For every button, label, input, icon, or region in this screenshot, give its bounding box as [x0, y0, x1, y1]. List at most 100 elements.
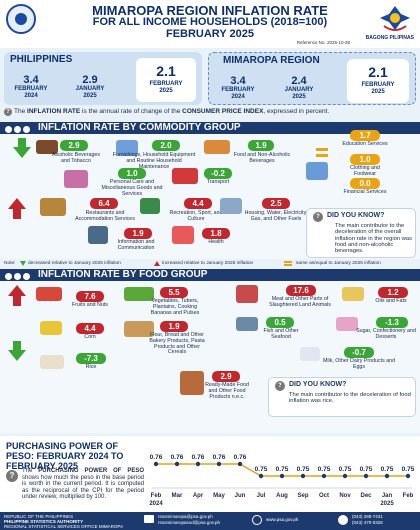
data-point [195, 461, 201, 467]
data-label: 0.76 [171, 454, 184, 461]
fish-icon [236, 317, 258, 331]
commodity-section: 2.9 Alcoholic Beverages and Tobacco 2.0 … [0, 130, 420, 259]
food-label: Flour, Bread and Other Bakery Products, … [149, 332, 205, 356]
food-section: 7.6 Fruits and Nuts 5.5 Vegetables, Tube… [0, 281, 420, 433]
up-arrow-stem [13, 209, 21, 219]
question-icon: ? [275, 381, 285, 391]
data-point [363, 473, 369, 479]
data-label: 0.75 [360, 466, 373, 473]
globe-icon [252, 515, 262, 525]
commodity-label: Education Services [342, 141, 388, 147]
food-heading: INFLATION RATE BY FOOD GROUP [0, 269, 420, 281]
data-label: 0.76 [150, 454, 163, 461]
tick-label: Dec [360, 493, 372, 499]
footer: REPUBLIC OF THE PHILIPPINES PHILIPPINE S… [0, 512, 420, 530]
psa-seal-icon [6, 4, 36, 34]
commodity-label: Housing, Water, Electricity, Gas, and Ot… [244, 210, 308, 222]
food-label: Fruits and Nuts [72, 302, 108, 308]
data-label: 0.75 [402, 466, 415, 473]
tick-label: Apr [193, 493, 204, 499]
milk-eggs-icon [300, 347, 320, 361]
philippines-panel: PHILIPPINES 3.4 FEBRUARY 2024 2.9 JANUAR… [4, 52, 202, 105]
ph-feb-2024: 3.4 FEBRUARY 2024 [14, 74, 48, 99]
sugar-icon [336, 317, 358, 331]
subtitle: FOR ALL INCOME HOUSEHOLDS (2018=100) [92, 16, 328, 28]
data-point [153, 461, 159, 467]
ready-made-food-icon [180, 371, 204, 395]
food-label: Sugar, Confectionery and Desserts [356, 328, 416, 340]
commodity-value: 1.8 [202, 228, 230, 239]
data-label: 0.76 [213, 454, 226, 461]
data-point [279, 473, 285, 479]
data-point [237, 461, 243, 467]
purchasing-power-description: The PURCHASING POWER OF PESO shows how m… [22, 468, 145, 501]
health-icon [172, 226, 194, 244]
ph-jan-2025: 2.9 JANUARY 2025 [75, 74, 105, 99]
commodity-label: Personal Care and Miscellaneous Goods an… [101, 179, 163, 197]
oils-icon [342, 287, 364, 301]
data-label: 0.75 [276, 466, 289, 473]
commodity-value: -0.2 [204, 168, 232, 179]
data-label: 0.76 [192, 454, 205, 461]
data-label: 0.76 [234, 454, 247, 461]
food-value: -7.3 [76, 353, 106, 364]
commodity-label: Transport [206, 179, 230, 185]
food-did-you-know: ? DID YOU KNOW? The main contributor to … [268, 377, 416, 417]
food-value: 5.5 [160, 287, 188, 298]
data-point [258, 473, 264, 479]
food-label: Fish and Other Seafood [263, 328, 299, 340]
data-label: 0.75 [255, 466, 268, 473]
corn-icon [40, 321, 62, 335]
food-label: Rice [85, 364, 97, 370]
recreation-icon [140, 198, 160, 214]
commodity-value: 1.7 [350, 130, 380, 141]
tick-label: Feb [403, 493, 414, 499]
commodity-value: 1.9 [124, 228, 152, 239]
food-label: Meat and Other Parts of Slaughtered Land… [269, 296, 331, 308]
data-point [216, 461, 222, 467]
housing-utilities-icon [220, 198, 242, 214]
up-arrow-icon [8, 198, 26, 209]
mim-feb-2025: 2.1 FEBRUARY 2025 [347, 59, 409, 103]
dots-decoration [5, 125, 32, 137]
website-link[interactable]: www.psa.gov.ph [266, 517, 299, 522]
main-title: MIMAROPA REGION INFLATION RATE [92, 3, 328, 18]
mimaropa-heading: MIMAROPA REGION [223, 55, 320, 66]
tick-label: Jun [235, 493, 246, 499]
commodity-value: 6.4 [90, 198, 118, 209]
personal-care-icon [64, 170, 88, 188]
data-label: 0.75 [297, 466, 310, 473]
education-icon [306, 162, 328, 180]
tick-label: Nov [339, 493, 351, 499]
commodity-value: 1.0 [118, 168, 146, 179]
legend-equal-icon [284, 261, 292, 266]
down-arrow-stem [13, 341, 21, 351]
dyk-title: DID YOU KNOW? [327, 212, 385, 219]
commodity-label: Health [208, 239, 224, 245]
commodity-label: Food and Non-Alcoholic Beverages [233, 152, 291, 164]
tick-label: Sep [297, 493, 308, 499]
food-value: 7.6 [76, 291, 104, 302]
tick-label: Feb [151, 493, 162, 499]
commodity-label: Furnishings, Household Equipment and Rou… [112, 152, 196, 170]
alcohol-tobacco-icon [36, 140, 58, 154]
dyk-text: The main contributor to the deceleration… [289, 392, 411, 405]
restaurant-icon [40, 198, 66, 216]
commodity-value: 2.9 [60, 140, 88, 151]
food-icon [204, 140, 230, 154]
tick-sublabel: 2025 [380, 501, 394, 507]
down-arrow-stem [18, 138, 26, 148]
food-value: -0.7 [344, 347, 374, 358]
inflation-definition: ? The INFLATION RATE is the annual rate … [0, 108, 420, 118]
dyk-title: DID YOU KNOW? [289, 381, 347, 388]
commodity-value: 0.0 [350, 178, 380, 189]
data-point [300, 473, 306, 479]
phone-icon [338, 515, 348, 525]
ph-feb-2025: 2.1 FEBRUARY 2025 [136, 58, 196, 102]
data-point [174, 461, 180, 467]
tick-label: Oct [319, 493, 329, 499]
food-label: Oils and Fats [375, 298, 407, 304]
vegetables-icon [124, 287, 154, 301]
commodity-label: Recreation, Sport, and Culture [169, 210, 223, 222]
email-block: rssomimaropa@psa.gov.ph rssomimaropasod@… [158, 514, 221, 525]
